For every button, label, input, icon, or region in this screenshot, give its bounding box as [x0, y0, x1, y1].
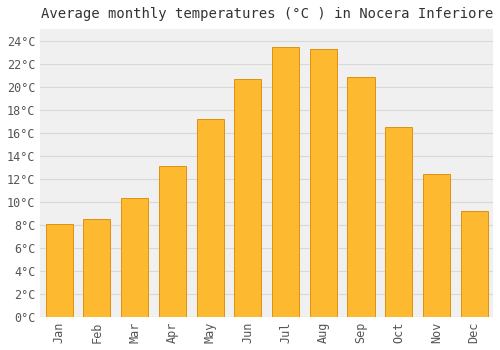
Bar [159, 166, 186, 317]
Title: Average monthly temperatures (°C ) in Nocera Inferiore: Average monthly temperatures (°C ) in No… [40, 7, 493, 21]
Bar [423, 174, 450, 317]
Bar [385, 127, 412, 317]
Bar [121, 198, 148, 317]
Bar [84, 219, 110, 317]
Bar [234, 78, 262, 317]
Bar [348, 77, 374, 317]
Bar [310, 49, 337, 317]
Bar [272, 48, 299, 317]
Bar [196, 119, 224, 317]
Bar [460, 211, 488, 317]
Bar [46, 224, 73, 317]
